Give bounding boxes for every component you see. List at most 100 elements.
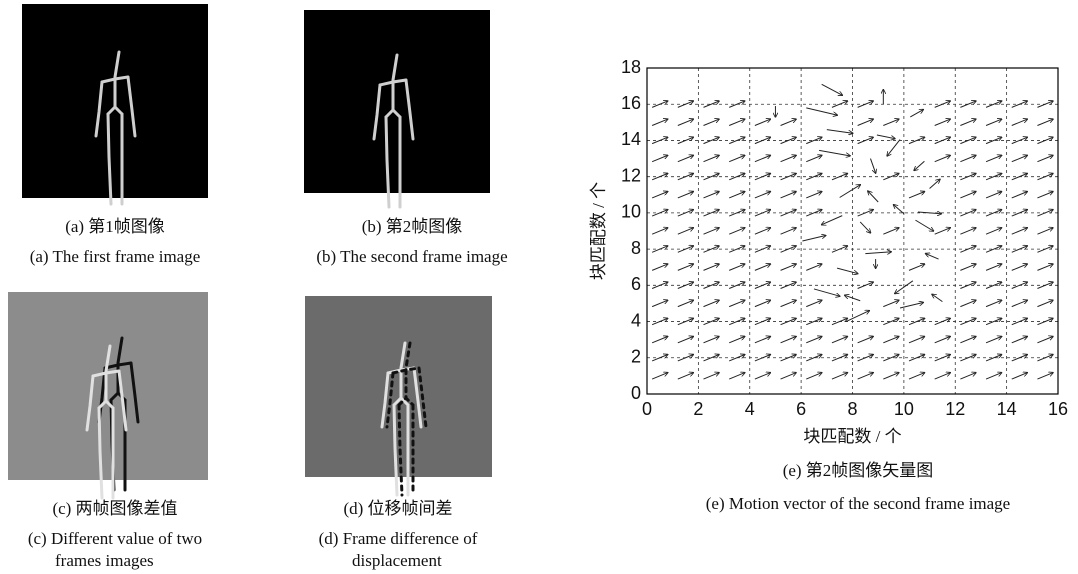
motion-vector <box>819 150 850 155</box>
motion-vector <box>781 300 796 306</box>
motion-vector <box>960 373 975 379</box>
motion-vector <box>678 228 693 234</box>
caption-en: (b) The second frame image <box>316 247 507 266</box>
motion-vector <box>883 228 898 234</box>
motion-vector <box>704 228 719 234</box>
motion-vector <box>832 373 847 379</box>
motion-vector <box>755 373 770 379</box>
motion-vector <box>883 119 898 125</box>
motion-vector <box>935 119 950 125</box>
motion-vector <box>883 318 898 324</box>
motion-vector <box>858 373 873 379</box>
motion-vector <box>986 192 1001 198</box>
motion-vector <box>883 173 898 179</box>
difference-image <box>8 292 208 480</box>
motion-vector <box>935 373 950 379</box>
motion-vector <box>915 220 933 231</box>
motion-vector <box>755 119 770 125</box>
motion-vector <box>755 336 770 342</box>
y-tick-label: 10 <box>621 202 641 222</box>
motion-vector <box>960 300 975 306</box>
motion-vector <box>755 155 770 161</box>
motion-vector <box>846 311 869 322</box>
y-tick-label: 2 <box>631 347 641 367</box>
motion-vector <box>986 119 1001 125</box>
caption-en: (c) Different value of two <box>28 529 202 548</box>
motion-vector <box>986 246 1001 252</box>
motion-vector <box>704 264 719 270</box>
caption-en: (e) Motion vector of the second frame im… <box>706 494 1010 513</box>
motion-vector <box>986 355 1001 361</box>
motion-vector <box>704 101 719 107</box>
caption-zh: (b) 第2帧图像 <box>362 217 463 236</box>
motion-vector <box>781 192 796 198</box>
motion-vector <box>814 289 840 296</box>
motion-vector <box>986 300 1001 306</box>
motion-vector <box>1037 336 1052 342</box>
motion-vector <box>781 228 796 234</box>
motion-vector <box>883 373 898 379</box>
motion-vector <box>822 84 843 95</box>
motion-vector <box>704 373 719 379</box>
caption-zh: (c) 两帧图像差值 <box>52 499 177 518</box>
motion-vector <box>935 228 950 234</box>
motion-vector <box>894 205 904 214</box>
motion-vector <box>986 155 1001 161</box>
motion-vector <box>781 264 796 270</box>
motion-vector <box>806 264 821 270</box>
motion-vector <box>883 300 898 306</box>
motion-vector <box>806 210 821 216</box>
motion-vector <box>914 161 924 170</box>
motion-vector <box>832 336 847 342</box>
motion-vector <box>652 373 667 379</box>
motion-vector <box>1012 155 1027 161</box>
motion-vector <box>806 192 821 198</box>
motion-vector <box>935 336 950 342</box>
motion-vector <box>1012 373 1027 379</box>
motion-vector <box>704 318 719 324</box>
motion-vector <box>729 336 744 342</box>
x-tick-label: 6 <box>796 399 806 419</box>
motion-vector <box>930 179 940 188</box>
motion-vector <box>1012 228 1027 234</box>
y-tick-label: 6 <box>631 274 641 294</box>
motion-vector <box>909 336 924 342</box>
motion-vector <box>960 155 975 161</box>
caption-en: frames images <box>55 551 154 570</box>
motion-vector <box>678 192 693 198</box>
motion-vector <box>678 155 693 161</box>
y-tick-label: 14 <box>621 129 641 149</box>
motion-vector <box>1037 373 1052 379</box>
motion-vector <box>926 254 939 259</box>
motion-vector <box>960 192 975 198</box>
motion-vector <box>755 228 770 234</box>
caption-zh: (a) 第1帧图像 <box>65 217 165 236</box>
motion-vector <box>729 228 744 234</box>
figure-page: (a) 第1帧图像(a) The first frame image(b) 第2… <box>0 0 1078 574</box>
motion-vector <box>822 216 843 225</box>
motion-vector <box>704 119 719 125</box>
motion-vector <box>986 373 1001 379</box>
motion-vector <box>986 101 1001 107</box>
motion-vector <box>802 236 825 241</box>
y-tick-label: 0 <box>631 383 641 403</box>
motion-vector <box>1037 192 1052 198</box>
caption-en: (d) Frame difference of <box>319 529 478 548</box>
motion-vector <box>755 300 770 306</box>
y-axis-label: 块匹配数 / 个 <box>589 182 608 280</box>
motion-vector <box>1012 336 1027 342</box>
motion-vector <box>729 300 744 306</box>
x-tick-label: 10 <box>894 399 914 419</box>
motion-vector <box>704 210 719 216</box>
motion-vector <box>781 119 796 125</box>
motion-vector <box>960 228 975 234</box>
motion-vector <box>729 373 744 379</box>
motion-vector <box>652 192 667 198</box>
motion-vector <box>870 159 875 173</box>
y-tick-label: 12 <box>621 165 641 185</box>
motion-vector <box>858 336 873 342</box>
motion-vector <box>960 119 975 125</box>
motion-vector <box>755 192 770 198</box>
motion-vector <box>806 300 821 306</box>
motion-vector <box>827 130 853 134</box>
